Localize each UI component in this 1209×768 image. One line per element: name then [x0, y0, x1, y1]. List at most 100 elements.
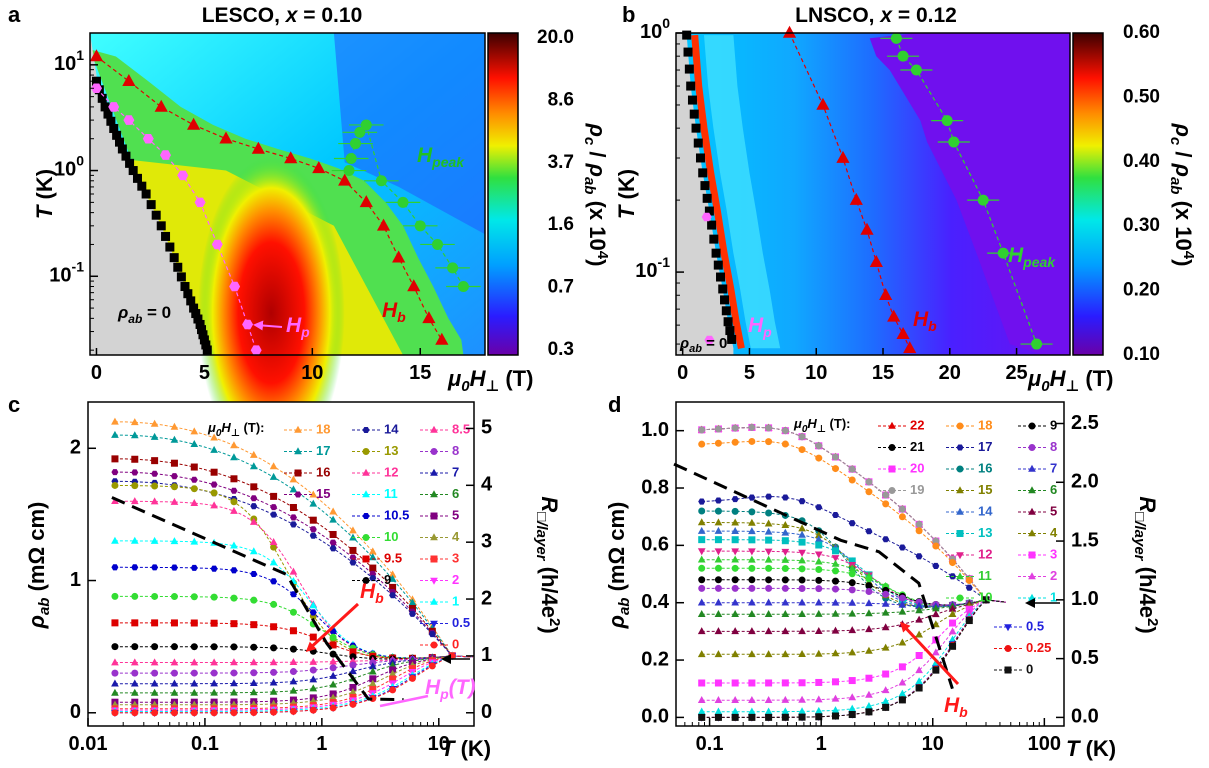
panel-d-series-0-point [965, 617, 973, 625]
panel-d-series-1-point [714, 707, 723, 715]
panel-d-series-11-point [781, 555, 790, 563]
panel-b-colorbar-tick: 0.30 [1123, 215, 1160, 236]
panel-b-xtick-label: 20 [939, 362, 961, 384]
panel-d-series-4-point [814, 649, 823, 657]
panel-b-hb-point [816, 97, 830, 110]
panel-d-series-7-point [748, 598, 756, 606]
panel-c-legend-marker-8.5 [430, 425, 438, 433]
panel-d-series-0-point [848, 711, 856, 719]
panel-d-series-8-point [781, 584, 789, 592]
panel-c-legend-marker-15 [294, 491, 302, 498]
panel-c-series-18-point [289, 475, 298, 483]
panel-a-boundary-point [132, 173, 142, 183]
panel-a-hp-point [108, 102, 120, 112]
panel-d-series-0-line [701, 599, 1006, 718]
panel-c-series-8.5-point [170, 658, 179, 666]
panel-d-series-5-point [948, 604, 957, 612]
panel-d-ytick-label: 0.8 [641, 476, 669, 498]
panel-c-series-14-point [409, 610, 416, 617]
panel-c-series-15-point [329, 539, 337, 546]
panel-a-ytick-label: 101 [54, 47, 84, 76]
panel-c-legend-label-1: 1 [452, 593, 459, 608]
panel-d-series-14-point [697, 526, 706, 534]
panel-d-series-0-point [731, 713, 739, 721]
panel-c-series-14-point [369, 575, 377, 582]
panel-d-series-10-point [781, 565, 789, 573]
panel-c-series-13-point [111, 481, 119, 489]
panel-c-series-9.5-point [230, 620, 238, 628]
panel-d-series-5-point [731, 627, 740, 635]
panel-c-series-6-point [230, 688, 238, 696]
panel-c: c μ0H⊥ (T): 181716151413121110.5109.598.5… [8, 392, 563, 761]
panel-d-series-7-point [798, 598, 806, 606]
panel-d-series-6-point [915, 606, 923, 614]
panel-d-series-4-point [798, 649, 806, 657]
panel-d-series-6-point [781, 609, 790, 617]
panel-c-series-18-point [210, 433, 218, 441]
panel-c-xtick-label: 1 [316, 733, 327, 755]
panel-d-series-7-point [915, 601, 923, 609]
panel-c-legend-marker-8 [430, 448, 438, 455]
panel-d-series-4-point [748, 650, 756, 658]
panel-a-hb-point [359, 195, 373, 208]
panel-d-series-15-point [714, 518, 723, 526]
panel-b-hb-point [879, 288, 893, 301]
panel-c-series-15-point [170, 473, 178, 480]
panel-a-boundary-point [146, 200, 156, 210]
panel-b-hb-point [849, 192, 863, 205]
panel-c-hb-arrow [305, 602, 360, 653]
panel-c-series-8-point [111, 669, 119, 677]
panel-d-series-8-point [831, 585, 839, 593]
panel-c-series-9.5-point [349, 648, 357, 656]
panel-c-legend-marker-2 [430, 577, 438, 585]
panel-b-hpeak-point [948, 136, 960, 148]
panel-d-series-12-point [764, 548, 773, 556]
panel-c-y2tick-label: 2 [481, 587, 492, 609]
panel-c-legend-label-0.5: 0.5 [452, 615, 470, 630]
panel-d-series-7-point [898, 600, 907, 608]
panel-b-heatmap-hot-band [691, 34, 745, 349]
panel-c-legend-label-7: 7 [452, 464, 459, 479]
panel-b-hp-label: Hp [748, 314, 772, 340]
panel-a-boundary-point [100, 102, 110, 112]
panel-c-y2label: R□/layer (h/4e2) [533, 496, 563, 633]
panel-c-series-8-point [309, 666, 317, 674]
panel-a-xtick-label: 5 [199, 362, 210, 384]
panel-d-series-19-point [815, 442, 823, 450]
panel-d-series-18-point [714, 439, 722, 447]
panel-d-series-9-point [698, 576, 706, 584]
panel-a-hpeak-point [349, 138, 361, 150]
panel-d-y2label: R□/layer (h/4e2) [1131, 496, 1161, 633]
panel-d-series-2-point [881, 686, 890, 694]
panel-c-series-7-point [111, 679, 119, 687]
panel-d-legend-label-7: 7 [1050, 460, 1057, 475]
panel-d-series-19-point [765, 424, 773, 432]
panel-d-series-3-point [949, 619, 957, 627]
panel-d-xlabel: T (K) [1066, 736, 1116, 761]
panel-c-series-9.5-point [329, 641, 337, 649]
panel-c-series-18-point [349, 526, 357, 534]
panel-c-series-9-point [270, 644, 278, 652]
panel-c-series-14-point [309, 532, 317, 539]
panel-d-legend-label-13: 13 [978, 525, 992, 540]
panel-c-series-7-point [289, 677, 298, 685]
panel-c-series-7-point [368, 662, 377, 670]
panel-d-series-3-point [698, 679, 706, 687]
panel-d-legend-marker-10 [956, 594, 964, 602]
panel-c-series-0-point [111, 709, 119, 717]
panel-a-ytick-label: 100 [54, 152, 84, 181]
panel-a-boundary-point [161, 231, 171, 241]
panel-d-series-1-point [748, 707, 756, 715]
panel-c-series-0-point [349, 700, 357, 708]
panel-d-series-18-point [831, 465, 839, 473]
panel-c-series-11-point [170, 537, 179, 545]
panel-b-xtick-label: 25 [1005, 362, 1027, 384]
panel-d-series-12-point [714, 548, 723, 556]
panel-d-series-13-point [781, 537, 789, 545]
panel-d-series-17-point [832, 512, 839, 518]
panel-d-series-17-point [815, 504, 823, 511]
panel-d-series-0-point [882, 703, 890, 711]
panel-d-series-11-point [748, 555, 756, 563]
panel-a-hpeak-point [414, 220, 426, 232]
panel-c-y2tick-label: 4 [481, 474, 493, 496]
